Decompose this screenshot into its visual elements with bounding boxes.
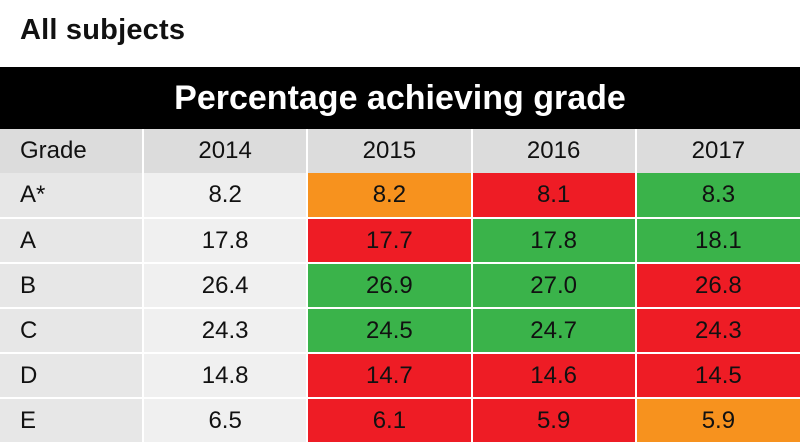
value-cell-2014: 17.8: [141, 217, 308, 263]
value-cell-2015: 14.7: [306, 352, 472, 398]
column-header-2017: 2017: [634, 129, 800, 173]
table-row: A* 8.2 8.2 8.1 8.3: [0, 173, 800, 218]
column-header-grade: Grade: [0, 129, 143, 173]
value-cell-2014: 24.3: [141, 307, 308, 353]
grade-cell: B: [0, 262, 143, 308]
value-cell-2015: 6.1: [306, 397, 472, 442]
value-cell-2017: 26.8: [634, 262, 800, 308]
value-cell-2016: 14.6: [470, 352, 636, 398]
grade-cell: E: [0, 397, 143, 442]
value-cell-2017: 5.9: [634, 397, 800, 442]
subtitle: All subjects: [20, 14, 186, 46]
value-cell-2014: 6.5: [141, 397, 308, 442]
value-cell-2017: 24.3: [634, 307, 800, 353]
column-header-2015: 2015: [306, 129, 472, 173]
value-cell-2015: 26.9: [306, 262, 472, 308]
column-header-2016: 2016: [470, 129, 636, 173]
table-row: B 26.4 26.9 27.0 26.8: [0, 262, 800, 308]
value-cell-2014: 14.8: [141, 352, 308, 398]
header-row: Grade 2014 2015 2016 2017: [0, 129, 800, 173]
value-cell-2016: 5.9: [470, 397, 636, 442]
value-cell-2015: 8.2: [306, 173, 472, 218]
value-cell-2017: 18.1: [634, 217, 800, 263]
grade-cell: A: [0, 217, 143, 263]
value-cell-2017: 8.3: [634, 173, 800, 218]
table-row: C 24.3 24.5 24.7 24.3: [0, 307, 800, 353]
value-cell-2016: 27.0: [470, 262, 636, 308]
value-cell-2017: 14.5: [634, 352, 800, 398]
value-cell-2016: 17.8: [470, 217, 636, 263]
grade-cell: A*: [0, 173, 143, 218]
grade-cell: C: [0, 307, 143, 353]
value-cell-2016: 8.1: [470, 173, 636, 218]
grade-cell: D: [0, 352, 143, 398]
table-row: A 17.8 17.7 17.8 18.1: [0, 217, 800, 263]
table-title: Percentage achieving grade: [0, 67, 800, 129]
value-cell-2015: 17.7: [306, 217, 472, 263]
column-header-2014: 2014: [141, 129, 308, 173]
value-cell-2014: 26.4: [141, 262, 308, 308]
value-cell-2016: 24.7: [470, 307, 636, 353]
table-row: E 6.5 6.1 5.9 5.9: [0, 397, 800, 442]
value-cell-2014: 8.2: [141, 173, 308, 218]
grade-table: Grade 2014 2015 2016 2017 A* 8.2 8.2 8.1 8.3…: [0, 129, 800, 442]
value-cell-2015: 24.5: [306, 307, 472, 353]
table-row: D 14.8 14.7 14.6 14.5: [0, 352, 800, 398]
